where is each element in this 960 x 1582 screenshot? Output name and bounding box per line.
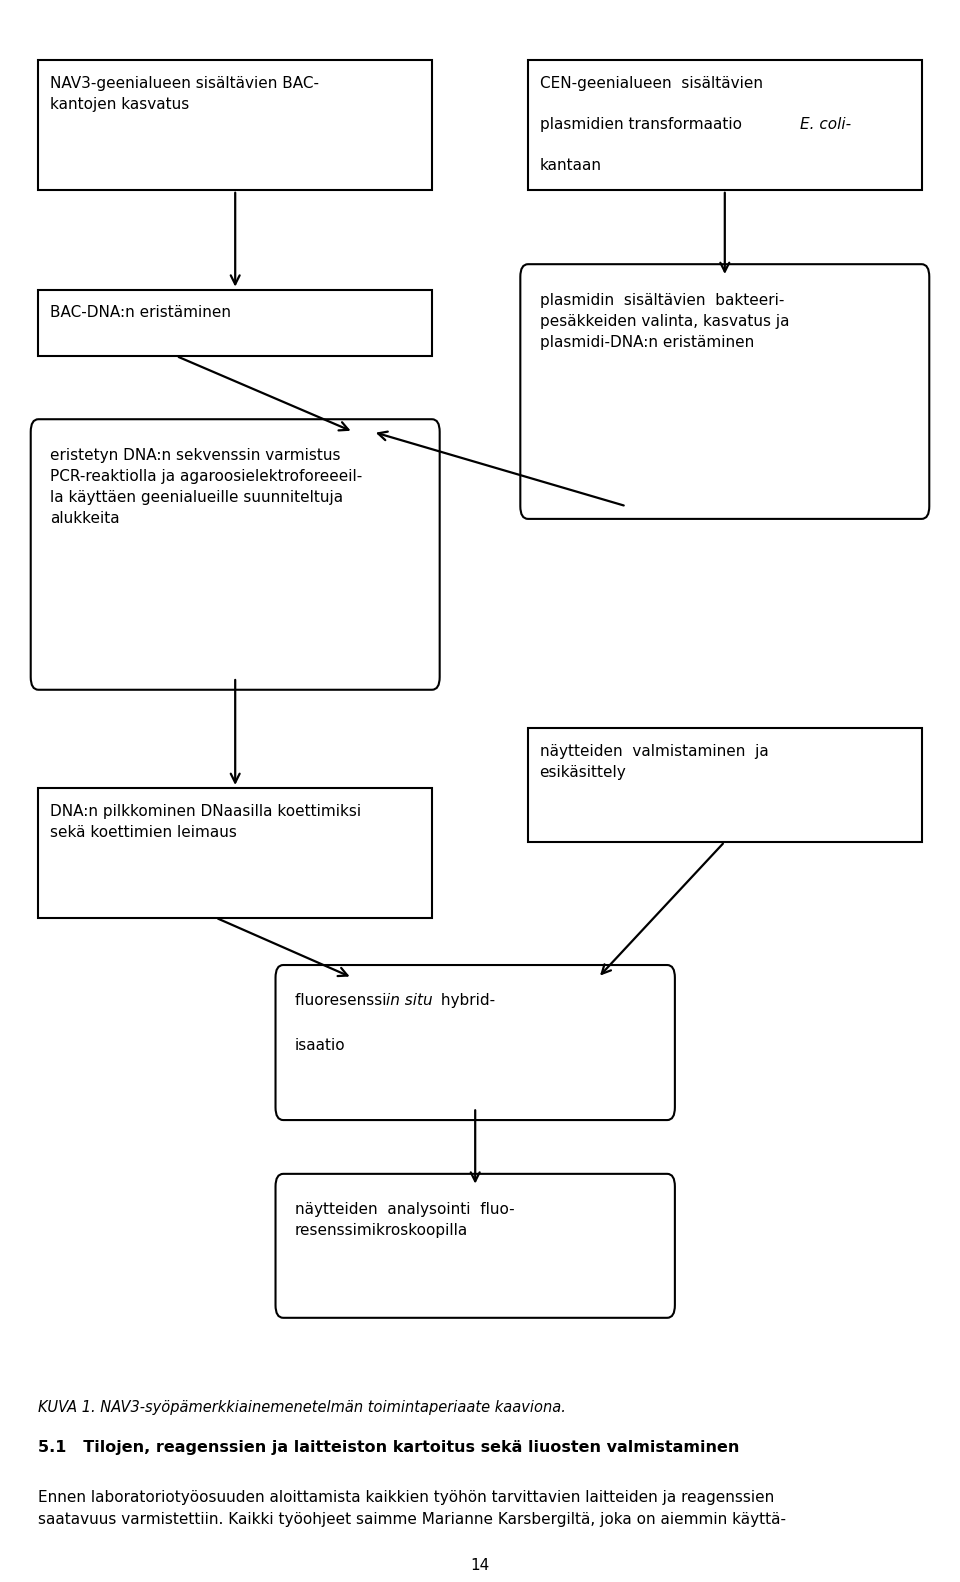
Text: BAC-DNA:n eristäminen: BAC-DNA:n eristäminen — [50, 305, 231, 320]
Text: näytteiden  valmistaminen  ja
esikäsittely: näytteiden valmistaminen ja esikäsittely — [540, 744, 768, 780]
Text: KUVA 1. NAV3-syöpämerkkiainemenetelmän toimintaperiaate kaaviona.: KUVA 1. NAV3-syöpämerkkiainemenetelmän t… — [38, 1400, 566, 1414]
Text: fluoresenssi: fluoresenssi — [295, 993, 391, 1008]
FancyBboxPatch shape — [528, 728, 922, 842]
FancyBboxPatch shape — [38, 290, 432, 356]
Text: E. coli-: E. coli- — [800, 117, 851, 131]
FancyBboxPatch shape — [520, 264, 929, 519]
FancyBboxPatch shape — [276, 965, 675, 1120]
Text: 14: 14 — [470, 1558, 490, 1573]
FancyBboxPatch shape — [38, 788, 432, 918]
Text: 5.1   Tilojen, reagenssien ja laitteiston kartoitus sekä liuosten valmistaminen: 5.1 Tilojen, reagenssien ja laitteiston … — [38, 1440, 740, 1454]
FancyBboxPatch shape — [276, 1174, 675, 1318]
Text: CEN-geenialueen  sisältävien: CEN-geenialueen sisältävien — [540, 76, 762, 90]
Text: plasmidin  sisältävien  bakteeri-
pesäkkeiden valinta, kasvatus ja
plasmidi-DNA:: plasmidin sisältävien bakteeri- pesäkkei… — [540, 293, 789, 350]
Text: plasmidien transformaatio: plasmidien transformaatio — [540, 117, 746, 131]
Text: in situ: in situ — [386, 993, 433, 1008]
Text: eristetyn DNA:n sekvenssin varmistus
PCR-reaktiolla ja agaroosielektroforeeeil-
: eristetyn DNA:n sekvenssin varmistus PCR… — [50, 448, 362, 525]
Text: DNA:n pilkkominen DNaasilla koettimiksi
sekä koettimien leimaus: DNA:n pilkkominen DNaasilla koettimiksi … — [50, 804, 361, 840]
FancyBboxPatch shape — [528, 60, 922, 190]
FancyBboxPatch shape — [31, 419, 440, 690]
Text: hybrid-: hybrid- — [436, 993, 495, 1008]
Text: isaatio: isaatio — [295, 1038, 346, 1052]
Text: Ennen laboratoriotyöosuuden aloittamista kaikkien työhön tarvittavien laitteiden: Ennen laboratoriotyöosuuden aloittamista… — [38, 1490, 786, 1528]
Text: NAV3-geenialueen sisältävien BAC-
kantojen kasvatus: NAV3-geenialueen sisältävien BAC- kantoj… — [50, 76, 319, 112]
FancyBboxPatch shape — [38, 60, 432, 190]
Text: kantaan: kantaan — [540, 158, 602, 172]
Text: näytteiden  analysointi  fluo-
resenssimikroskoopilla: näytteiden analysointi fluo- resenssimik… — [295, 1202, 515, 1239]
